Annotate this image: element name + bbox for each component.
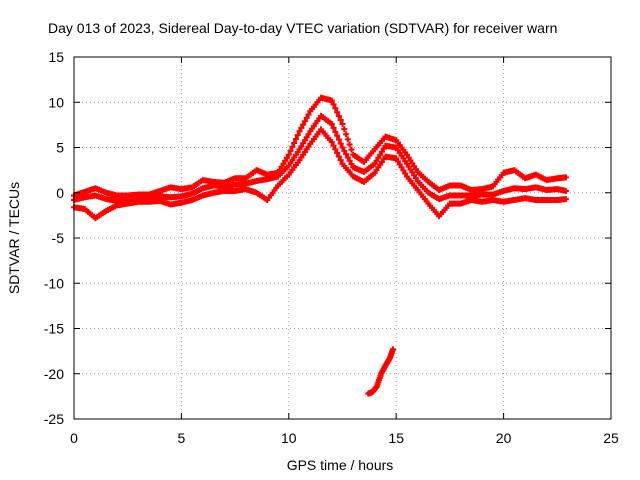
data-point xyxy=(292,136,299,143)
x-tick-label: 10 xyxy=(281,430,297,446)
data-point xyxy=(371,160,378,167)
data-point xyxy=(562,196,569,203)
y-tick-label: -20 xyxy=(44,366,64,382)
data-point xyxy=(334,149,341,156)
data-point xyxy=(348,161,355,168)
y-tick-label: 0 xyxy=(56,185,64,201)
data-point xyxy=(291,139,298,146)
data-point xyxy=(344,136,351,143)
data-point xyxy=(328,139,335,146)
series-band-upper xyxy=(71,94,569,199)
y-tick-label: -10 xyxy=(44,275,64,291)
data-point xyxy=(328,97,335,104)
chart-title: Day 013 of 2023, Sidereal Day-to-day VTE… xyxy=(48,20,557,36)
data-point xyxy=(300,121,307,128)
data-point xyxy=(343,131,350,138)
data-point xyxy=(335,113,342,120)
data-point xyxy=(275,169,282,176)
x-tick-label: 25 xyxy=(603,430,619,446)
y-tick-label: -5 xyxy=(52,230,65,246)
data-point xyxy=(294,132,301,139)
data-point xyxy=(380,145,387,152)
y-tick-label: -25 xyxy=(44,411,64,427)
data-point xyxy=(289,143,296,150)
series-outlier-segment xyxy=(365,346,396,397)
y-tick-label: -15 xyxy=(44,321,64,337)
data-point xyxy=(276,166,283,173)
data-point xyxy=(285,151,292,158)
axes: 0 5 10 15 20 25 -25 -20 -15 -10 -5 0 5 10 15 xyxy=(44,49,619,446)
data-point xyxy=(305,131,312,138)
data-point xyxy=(400,167,407,174)
data-point xyxy=(305,111,312,118)
data-point xyxy=(389,346,396,353)
data-point xyxy=(296,146,303,153)
x-tick-label: 0 xyxy=(70,430,78,446)
data-point xyxy=(337,140,344,147)
data-point xyxy=(339,144,346,151)
data-point xyxy=(339,120,346,127)
data-point xyxy=(346,157,353,164)
data-point xyxy=(341,147,348,154)
data-point xyxy=(282,157,289,164)
data-point xyxy=(346,141,353,148)
data-point xyxy=(348,146,355,153)
data-point xyxy=(337,117,344,124)
data-point xyxy=(303,114,310,121)
data-series xyxy=(71,94,569,397)
y-tick-label: 15 xyxy=(48,49,64,65)
x-tick-label: 20 xyxy=(496,430,512,446)
grid xyxy=(74,57,611,419)
data-point xyxy=(335,136,342,143)
data-point xyxy=(303,134,310,141)
data-point xyxy=(337,157,344,164)
data-point xyxy=(301,137,308,144)
data-point xyxy=(334,132,341,139)
y-tick-label: 5 xyxy=(56,140,64,156)
data-point xyxy=(300,140,307,147)
data-point xyxy=(398,164,405,171)
data-point xyxy=(287,147,294,154)
data-point xyxy=(330,142,337,149)
data-point xyxy=(335,153,342,160)
data-point xyxy=(284,154,291,161)
x-tick-label: 5 xyxy=(178,430,186,446)
data-point xyxy=(343,151,350,158)
data-point xyxy=(296,128,303,135)
data-point xyxy=(373,157,380,164)
x-tick-label: 15 xyxy=(388,430,404,446)
data-point xyxy=(394,158,401,165)
data-point xyxy=(378,148,385,155)
data-point xyxy=(375,154,382,161)
data-point xyxy=(332,105,339,112)
series-band-lower xyxy=(71,126,569,222)
data-point xyxy=(562,174,569,181)
data-point xyxy=(377,151,384,158)
data-point xyxy=(334,109,341,116)
data-point xyxy=(301,118,308,125)
data-point xyxy=(332,146,339,153)
data-point xyxy=(341,126,348,133)
data-point xyxy=(330,101,337,108)
data-point xyxy=(278,163,285,170)
data-point xyxy=(298,124,305,131)
data-point xyxy=(328,120,335,127)
series-band-main xyxy=(71,112,569,204)
data-point xyxy=(393,155,400,162)
data-point xyxy=(396,161,403,168)
data-point xyxy=(344,154,351,161)
data-point xyxy=(402,170,409,177)
x-axis-label: GPS time / hours xyxy=(287,457,394,473)
data-point xyxy=(332,128,339,135)
data-point xyxy=(330,124,337,131)
y-axis-label: SDTVAR / TECUs xyxy=(6,182,22,294)
data-point xyxy=(280,160,287,167)
y-tick-label: 10 xyxy=(48,94,64,110)
data-point xyxy=(298,143,305,150)
data-point xyxy=(562,187,569,194)
